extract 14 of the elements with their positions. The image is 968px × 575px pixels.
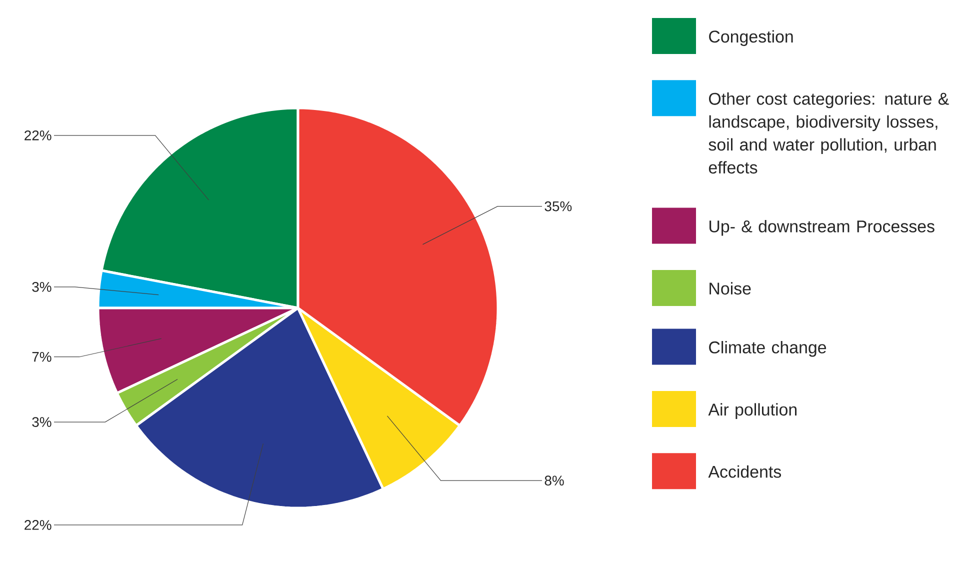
legend-label: Congestion — [709, 30, 793, 46]
legend-label: Climate change — [709, 340, 826, 357]
legend-label: Accidents — [708, 465, 782, 478]
data-label: 35% — [544, 201, 572, 212]
legend-label: Air pollution — [708, 403, 797, 419]
data-label: 22% — [24, 130, 52, 140]
data-label: 7% — [32, 352, 52, 362]
data-label: 3% — [32, 282, 52, 292]
legend-label: Other cost categories: nature & landscape, biodiversity losses, soil and water pollution, urban effects — [708, 92, 949, 174]
data-label: 8% — [544, 476, 564, 486]
data-label: 3% — [32, 417, 52, 427]
legend-label: Noise — [710, 282, 751, 295]
legend-label: Up- & downstream Processes — [710, 220, 934, 236]
data-label: 22% — [24, 520, 52, 530]
